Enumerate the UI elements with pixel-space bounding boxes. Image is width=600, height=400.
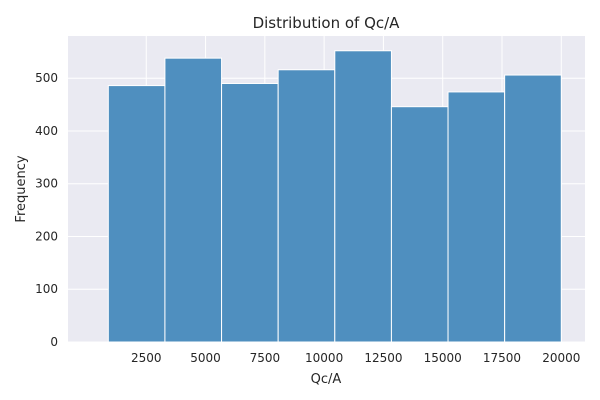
bars: [107, 50, 562, 343]
histogram-bar-3: [221, 82, 279, 343]
histogram-bar-8: [504, 74, 562, 343]
x-tick-label: 15000: [424, 351, 462, 365]
x-tick-label: 7500: [250, 351, 281, 365]
histogram-bar-4: [277, 69, 336, 343]
x-tick-label: 20000: [542, 351, 580, 365]
x-axis-label: Qc/A: [311, 372, 342, 387]
histogram-bar-6: [390, 106, 449, 343]
y-tick-label: 100: [35, 282, 58, 296]
y-tick-label: 0: [50, 335, 58, 349]
histogram-bar-1: [107, 85, 166, 343]
y-tick-labels: 0 100 200 300 400 500: [35, 71, 58, 349]
histogram-bar-5: [334, 50, 392, 343]
y-tick-label: 400: [35, 124, 58, 138]
y-tick-label: 300: [35, 177, 58, 191]
x-tick-label: 5000: [190, 351, 221, 365]
y-tick-label: 200: [35, 229, 58, 243]
y-axis-label: Frequency: [14, 155, 29, 222]
histogram-bar-7: [447, 91, 506, 343]
x-tick-label: 17500: [483, 351, 521, 365]
chart-title: Distribution of Qc/A: [253, 14, 401, 32]
x-tick-labels: 2500 5000 7500 10000 12500 15000 17500 20000: [131, 351, 580, 365]
x-tick-label: 10000: [305, 351, 343, 365]
x-tick-label: 12500: [364, 351, 402, 365]
y-tick-label: 500: [35, 71, 58, 85]
histogram-bar-2: [164, 57, 223, 343]
x-tick-label: 2500: [131, 351, 162, 365]
